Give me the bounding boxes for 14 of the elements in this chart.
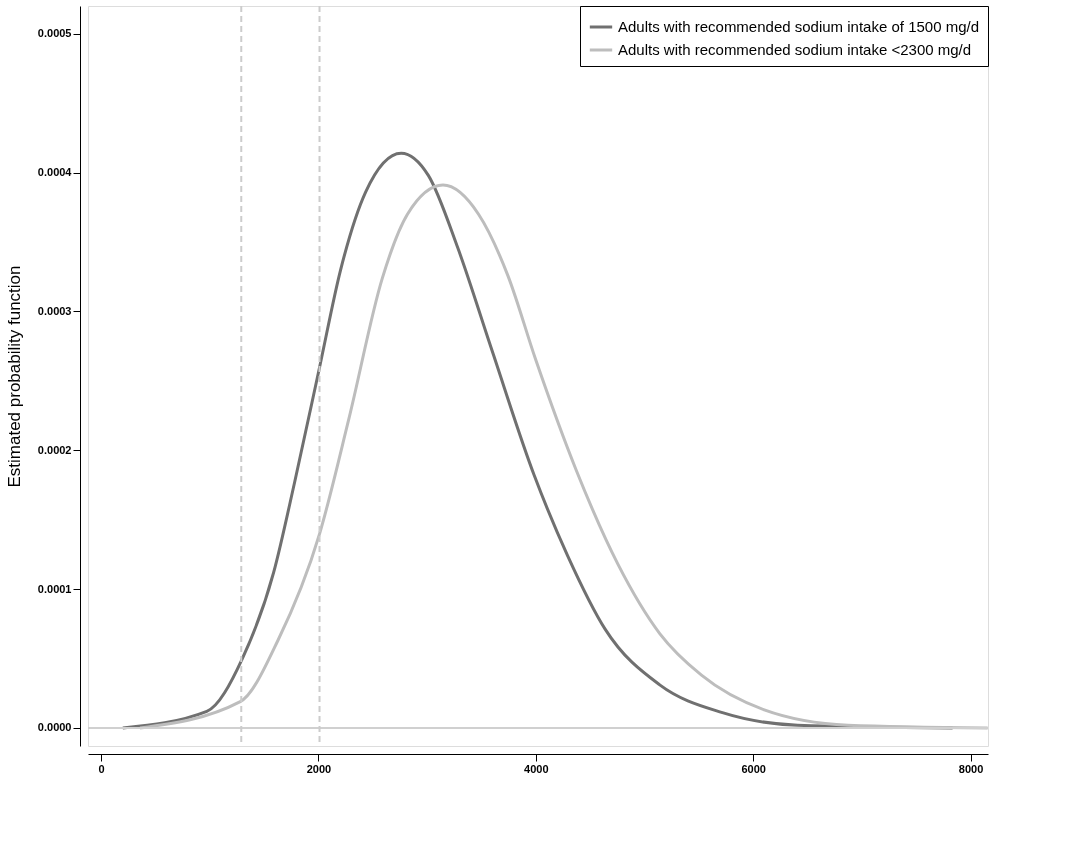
- x-tick-label: 6000: [741, 762, 766, 775]
- x-tick-label: 0: [98, 762, 105, 775]
- y-tick-label: 0.0005: [37, 27, 72, 40]
- y-axis-title: Estimated probability function: [4, 265, 24, 488]
- x-tick-label: 2000: [306, 762, 332, 775]
- y-tick-label: 0.0002: [37, 443, 72, 456]
- legend-label: Adults with recommended sodium intake <2300 mg/d: [618, 41, 972, 58]
- legend-label: Adults with recommended sodium intake of 1500 mg/d: [618, 18, 980, 35]
- y-tick-label: 0.0001: [37, 582, 72, 595]
- x-tick-label: 4000: [524, 762, 549, 775]
- y-tick-label: 0.0004: [37, 166, 73, 179]
- x-tick-label: 8000: [958, 762, 984, 775]
- y-tick-label: 0.0003: [37, 304, 72, 317]
- y-tick-label: 0.0000: [37, 721, 72, 734]
